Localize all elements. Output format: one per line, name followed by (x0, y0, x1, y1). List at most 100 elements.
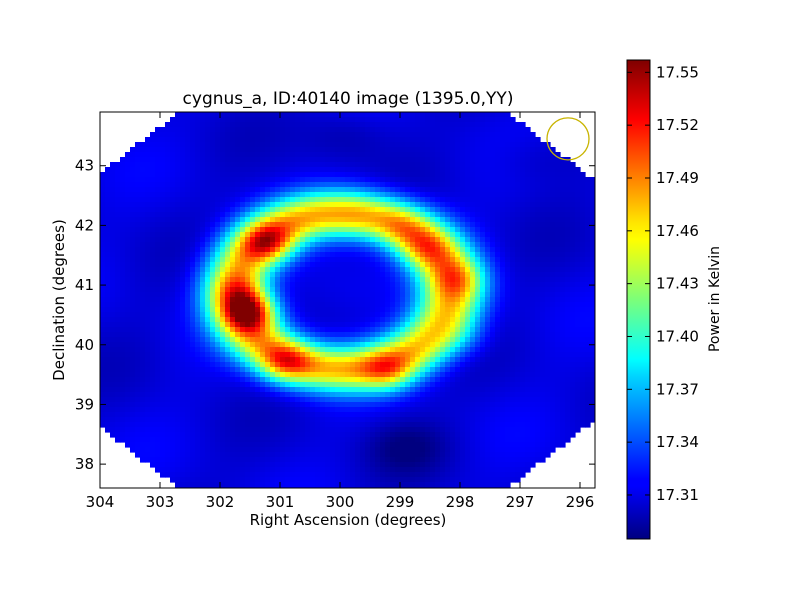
heat-cell (470, 277, 476, 283)
heat-cell (485, 257, 491, 263)
heat-cell (495, 127, 501, 133)
heat-cell (305, 122, 311, 128)
heat-cell (125, 287, 131, 293)
heat-cell (135, 332, 141, 338)
heat-cell (450, 257, 456, 263)
heat-cell (560, 342, 566, 348)
heat-cell (465, 307, 471, 313)
heat-cell (280, 127, 286, 133)
heat-cell (210, 312, 216, 318)
heat-cell (125, 157, 131, 163)
heat-cell (255, 197, 261, 203)
heat-cell (165, 197, 171, 203)
heat-cell (110, 227, 116, 233)
heat-cell (285, 297, 291, 303)
heat-cell (160, 162, 166, 168)
heat-cell (420, 247, 426, 253)
heat-cell (125, 212, 131, 218)
heat-cell (430, 142, 436, 148)
heat-cell (495, 297, 501, 303)
heat-cell (350, 372, 356, 378)
heat-cell (415, 177, 421, 183)
heat-cell (145, 242, 151, 248)
heat-cell (150, 227, 156, 233)
heat-cell (550, 362, 556, 368)
heat-cell (385, 112, 391, 118)
heat-cell (290, 192, 296, 198)
heat-cell (380, 157, 386, 163)
heat-cell (310, 242, 316, 248)
heat-cell (260, 277, 266, 283)
heat-cell (570, 302, 576, 308)
heat-cell (300, 347, 306, 353)
heat-cell (350, 177, 356, 183)
heat-cell (165, 352, 171, 358)
heat-cell (225, 267, 231, 273)
heat-cell (570, 337, 576, 343)
heat-cell (460, 177, 466, 183)
heat-cell (455, 252, 461, 258)
heat-cell (575, 227, 581, 233)
heat-cell (540, 207, 546, 213)
heat-cell (315, 342, 321, 348)
heat-cell (430, 272, 436, 278)
heat-cell (190, 197, 196, 203)
heat-cell (460, 222, 466, 228)
heat-cell (370, 132, 376, 138)
heat-cell (405, 287, 411, 293)
heat-cell (500, 152, 506, 158)
heat-cell (550, 292, 556, 298)
heat-cell (220, 237, 226, 243)
heat-cell (125, 362, 131, 368)
heat-cell (440, 157, 446, 163)
heat-cell (400, 272, 406, 278)
heat-cell (255, 167, 261, 173)
heat-cell (300, 252, 306, 258)
heat-cell (110, 282, 116, 288)
heat-cell (115, 337, 121, 343)
heat-cell (245, 287, 251, 293)
heat-cell (295, 242, 301, 248)
heat-cell (375, 162, 381, 168)
heat-cell (300, 162, 306, 168)
heat-cell (300, 212, 306, 218)
heat-cell (205, 337, 211, 343)
heat-cell (345, 252, 351, 258)
heat-cell (430, 232, 436, 238)
heat-cell (335, 312, 341, 318)
heat-cell (270, 222, 276, 228)
heat-cell (160, 222, 166, 228)
heat-cell (115, 342, 121, 348)
heat-cell (320, 372, 326, 378)
heat-cell (330, 157, 336, 163)
heat-cell (335, 232, 341, 238)
heat-cell (335, 272, 341, 278)
heat-cell (210, 362, 216, 368)
heat-cell (385, 312, 391, 318)
heat-cell (225, 152, 231, 158)
heat-cell (265, 182, 271, 188)
heat-cell (170, 342, 176, 348)
heat-cell (295, 237, 301, 243)
heat-cell (375, 317, 381, 323)
heat-cell (380, 242, 386, 248)
heat-cell (455, 292, 461, 298)
heat-cell (270, 217, 276, 223)
heat-cell (310, 282, 316, 288)
heat-cell (290, 267, 296, 273)
heat-cell (375, 132, 381, 138)
heat-cell (310, 272, 316, 278)
heat-cell (565, 277, 571, 283)
heat-cell (255, 372, 261, 378)
heat-cell (235, 312, 241, 318)
heat-cell (465, 352, 471, 358)
heat-cell (400, 247, 406, 253)
heat-cell (520, 277, 526, 283)
heat-cell (150, 142, 156, 148)
heat-cell (375, 122, 381, 128)
heat-cell (340, 202, 346, 208)
heat-cell (585, 357, 591, 363)
heat-cell (220, 137, 226, 143)
heat-cell (210, 172, 216, 178)
heat-cell (420, 212, 426, 218)
